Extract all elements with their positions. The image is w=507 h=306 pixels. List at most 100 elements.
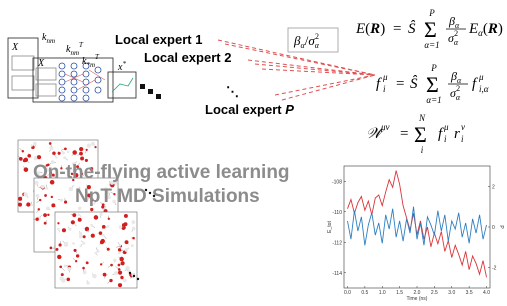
- shape: [83, 71, 89, 77]
- shape: =: [396, 76, 404, 92]
- atom: [33, 142, 37, 146]
- banner-text: NpT MD Simulations: [75, 186, 260, 207]
- text-part: 2: [456, 84, 460, 93]
- shape: σα2: [450, 84, 461, 102]
- shape: [95, 87, 101, 93]
- atom: [125, 248, 129, 252]
- atom: [75, 260, 77, 262]
- x-tick-label: 3.0: [448, 290, 455, 296]
- atom: [49, 146, 53, 150]
- atom: [76, 254, 79, 257]
- atom: [39, 199, 41, 201]
- shape: i: [383, 84, 386, 94]
- shape: Σ: [414, 122, 427, 147]
- shape: α=1: [426, 95, 441, 105]
- text-part: E: [468, 21, 478, 37]
- atom: [118, 271, 122, 275]
- atom: [55, 156, 57, 158]
- atom: [132, 237, 135, 240]
- shape: [59, 95, 65, 101]
- atom: [113, 258, 117, 262]
- atom: [51, 203, 55, 207]
- atom: [77, 213, 80, 216]
- y-axis-label: E_tot: [327, 221, 333, 233]
- shape: E(R): [355, 21, 385, 37]
- x-tick-label: 0.5: [361, 290, 368, 296]
- text-part: α: [454, 38, 459, 47]
- text-part: Local expert: [205, 102, 285, 117]
- atom: [56, 248, 59, 251]
- text-part: 2: [454, 29, 458, 38]
- atom: [110, 264, 113, 267]
- shape: [95, 67, 101, 73]
- expert-dots: ⋱: [226, 84, 239, 99]
- shape: [133, 275, 135, 277]
- atom: [99, 213, 102, 216]
- atom: [86, 149, 88, 151]
- shape: [248, 60, 375, 75]
- shape: [156, 94, 161, 99]
- y-tick-label: -112: [332, 240, 342, 246]
- atom: [118, 251, 121, 254]
- banner-text: On-the-flying active learning: [33, 162, 290, 183]
- atom: [102, 225, 106, 229]
- shape: μ: [443, 122, 449, 132]
- shape: [137, 278, 139, 280]
- atom: [22, 150, 24, 152]
- shape: f: [376, 76, 382, 92]
- atom: [119, 225, 122, 228]
- equation-energy: E(R) = Ŝ Σ P α=1 βα σα2 Eα(R): [355, 8, 503, 50]
- shape: βα: [448, 14, 460, 30]
- atom: [79, 235, 83, 239]
- atom: [26, 202, 30, 206]
- shape: P: [430, 63, 437, 73]
- shape: [59, 71, 65, 77]
- kernel-t-label: knmT: [66, 41, 84, 57]
- shape: =: [393, 21, 401, 37]
- atom: [47, 214, 49, 216]
- x-tick-label: 0.0: [344, 290, 351, 296]
- shape: [282, 75, 375, 100]
- weight: βα/σα2: [293, 32, 320, 50]
- atom: [72, 213, 76, 217]
- atom: [18, 197, 22, 201]
- atom: [107, 248, 110, 251]
- output-label: x*: [117, 60, 126, 73]
- atom: [67, 151, 70, 154]
- atom: [27, 154, 31, 158]
- shape: Σ: [426, 72, 439, 97]
- atom: [37, 155, 41, 159]
- atom: [90, 208, 93, 211]
- atom: [107, 225, 110, 228]
- atom: [108, 218, 110, 220]
- y2-tick-label: 0: [492, 225, 495, 231]
- shape: μ: [478, 72, 484, 82]
- atom: [109, 279, 112, 282]
- network-diagram: [8, 38, 136, 102]
- atom: [72, 150, 76, 154]
- figure: X X knm knmT k*mT x* Local expert 1 Loca…: [0, 0, 507, 306]
- expert-label: Local expert 2: [144, 50, 231, 65]
- shape: [255, 64, 375, 75]
- atom: [125, 240, 129, 244]
- atom: [41, 185, 45, 189]
- atom: [36, 194, 40, 198]
- expert-label: Local expert 1: [115, 32, 202, 47]
- shape: N: [418, 113, 426, 123]
- atom: [94, 146, 96, 148]
- atom: [118, 283, 122, 287]
- atom: [24, 192, 28, 196]
- text-part: T: [95, 53, 100, 61]
- atom: [119, 257, 123, 261]
- atom: [46, 206, 50, 210]
- atom: [64, 147, 67, 150]
- atom: [92, 274, 96, 278]
- atom: [61, 273, 64, 276]
- text-part: 2: [315, 32, 319, 41]
- text-part: α: [456, 93, 461, 102]
- shape: [112, 78, 133, 92]
- atom: [91, 142, 95, 146]
- atom: [122, 224, 125, 227]
- shape: [95, 77, 101, 83]
